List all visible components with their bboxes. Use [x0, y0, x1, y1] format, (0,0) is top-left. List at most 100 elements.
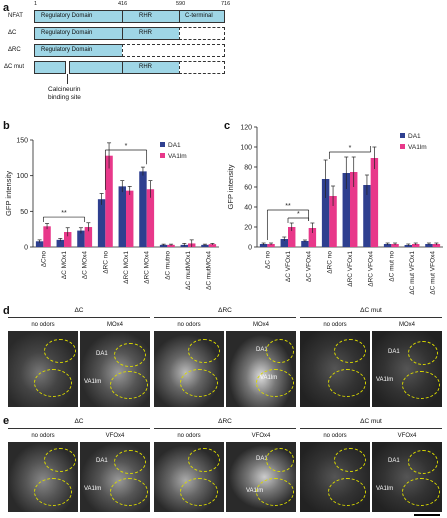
roi-ellipse [180, 478, 218, 506]
roi-ellipse [114, 343, 146, 367]
scale-label: 416 [118, 1, 128, 7]
bar [118, 186, 126, 247]
scale-bar [414, 514, 440, 516]
label-da1: DA1 [96, 458, 108, 464]
label-va1lm: VA1lm [84, 486, 102, 492]
legend-swatch [400, 133, 405, 138]
category-label: ΔC mutMOx4 [206, 251, 213, 290]
legend-swatch [160, 153, 165, 158]
roi-ellipse [328, 478, 366, 506]
bar [363, 185, 371, 247]
y-tick-label: 40 [244, 205, 252, 212]
roi-ellipse [408, 450, 438, 474]
roi-ellipse [44, 448, 76, 472]
annotation-pointer [67, 74, 68, 84]
category-label: ΔC mut VFOx1 [409, 251, 416, 295]
regulatory-domain: Regulatory Domain [34, 44, 123, 57]
bar [350, 172, 358, 247]
bar [97, 199, 106, 247]
row-label-nfat: NFAT [8, 13, 23, 19]
rhr-domain: RHR [122, 10, 180, 23]
bar [43, 226, 51, 247]
scale-label: 1 [34, 1, 38, 7]
roi-ellipse [334, 448, 366, 472]
scale-label: 590 [176, 1, 186, 7]
bar [84, 227, 93, 247]
sig-label: ** [61, 210, 67, 217]
category-label: ΔRC VFOx1 [347, 251, 354, 287]
category-label: ΔC mutno [164, 251, 171, 280]
condition-label: no odors [31, 433, 55, 439]
bar [301, 241, 309, 247]
category-label: ΔC mut VFOx4 [430, 251, 437, 295]
bar [64, 232, 72, 247]
condition-label: no odors [323, 433, 347, 439]
bar [391, 244, 399, 247]
sig-label: * [349, 145, 352, 152]
group-title: ΔC [74, 307, 84, 314]
roi-ellipse [180, 369, 218, 397]
row-label-dc: ΔC [8, 30, 17, 36]
label-va1lm: VA1lm [84, 379, 102, 385]
label-da1: DA1 [256, 347, 268, 353]
bar [201, 244, 209, 247]
c-terminal-domain: C-terminal [179, 10, 225, 23]
micrograph: DA1 VA1lm [80, 442, 150, 512]
category-label: ΔCno [40, 251, 47, 268]
bar [308, 228, 317, 247]
group-title: ΔRC [218, 307, 232, 314]
condition-label: no odors [177, 433, 201, 439]
row-label-dc-mut: ΔC mut [4, 64, 25, 70]
bar [167, 244, 175, 247]
annotation-text: binding site [48, 94, 81, 101]
micrograph [8, 442, 78, 512]
condition-label: no odors [323, 322, 347, 328]
regulatory-domain-part [69, 61, 123, 74]
group-title: ΔRC [218, 418, 232, 425]
annotation-text: Calcineurin [48, 86, 81, 93]
category-label: ΔRC VFOx4 [368, 251, 375, 287]
regulatory-domain: Regulatory Domain [34, 27, 123, 40]
panel-letter-b: b [3, 120, 10, 132]
bar [370, 158, 379, 247]
y-axis-label: GFP intensity [4, 171, 13, 216]
roi-ellipse [402, 478, 440, 506]
category-label: ΔRC MOx1 [123, 251, 130, 284]
micrograph [154, 442, 224, 512]
roi-ellipse [188, 448, 220, 472]
bar [321, 179, 330, 247]
group-divider [154, 317, 296, 318]
group-divider [8, 317, 150, 318]
roi-ellipse [110, 478, 148, 506]
micrograph: DA1 VA1lm [80, 331, 150, 407]
bar [126, 190, 134, 247]
roi-ellipse [334, 339, 366, 363]
label-va1lm: VA1lm [376, 486, 394, 492]
label-da1: DA1 [96, 351, 108, 357]
micrograph [154, 331, 224, 407]
panel-letter-e: e [3, 415, 10, 427]
roi-ellipse [188, 339, 220, 363]
bar [56, 239, 64, 247]
condition-label: MOx4 [252, 322, 269, 328]
bar [35, 241, 44, 247]
bar [432, 244, 441, 247]
bar [412, 244, 420, 247]
category-label: ΔC no [264, 251, 271, 269]
row-label-drc: ΔRC [8, 47, 21, 53]
sig-label: * [125, 143, 128, 150]
bar [342, 173, 350, 247]
y-tick-label: 120 [240, 125, 252, 132]
condition-label: VFOx4 [105, 433, 125, 439]
bar [159, 244, 168, 247]
micrograph [300, 442, 370, 512]
chart-b: 0 50 100 150 GFP intensity ΔCno ΔC MOx1 ΔC MOx4… [4, 138, 219, 290]
condition-label: no odors [31, 322, 55, 328]
bar [288, 227, 296, 247]
scale-label: 716 [221, 1, 231, 7]
roi-ellipse [34, 478, 72, 506]
roi-ellipse [44, 339, 76, 363]
group-title: ΔC mut [360, 307, 382, 314]
category-label: ΔRC MOx4 [144, 251, 151, 284]
y-tick-label: 0 [248, 245, 252, 252]
